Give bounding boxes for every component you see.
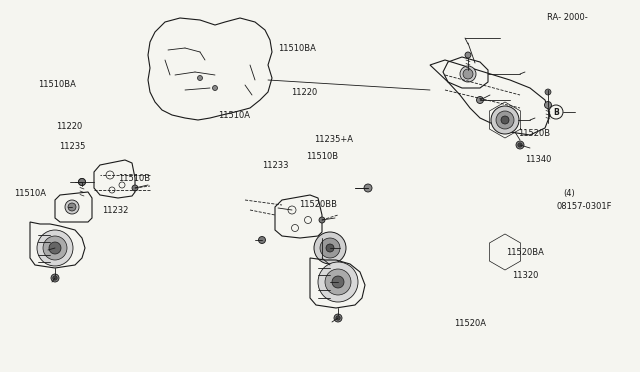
- Circle shape: [545, 102, 552, 109]
- Circle shape: [496, 111, 514, 129]
- Circle shape: [320, 238, 340, 258]
- Circle shape: [463, 69, 473, 79]
- Circle shape: [516, 141, 524, 149]
- Circle shape: [332, 276, 344, 288]
- Text: B: B: [553, 108, 559, 116]
- Text: 11520B: 11520B: [518, 129, 550, 138]
- Text: 11235+A: 11235+A: [314, 135, 353, 144]
- Text: 11510B: 11510B: [306, 152, 338, 161]
- Circle shape: [319, 217, 325, 223]
- Text: 11510BA: 11510BA: [278, 44, 316, 53]
- Circle shape: [491, 106, 519, 134]
- Text: 11233: 11233: [262, 161, 289, 170]
- Circle shape: [334, 314, 342, 322]
- Circle shape: [325, 269, 351, 295]
- Text: 11510B: 11510B: [118, 174, 150, 183]
- Text: 11510A: 11510A: [218, 111, 250, 120]
- Circle shape: [37, 230, 73, 266]
- Circle shape: [318, 262, 358, 302]
- Text: 11220: 11220: [56, 122, 83, 131]
- Circle shape: [460, 66, 476, 82]
- Circle shape: [43, 236, 67, 260]
- Text: 11235: 11235: [59, 142, 85, 151]
- Circle shape: [52, 276, 57, 280]
- Circle shape: [364, 184, 372, 192]
- Circle shape: [259, 237, 266, 244]
- Text: 11520BB: 11520BB: [300, 200, 337, 209]
- Circle shape: [198, 76, 202, 80]
- Text: 11520A: 11520A: [454, 319, 486, 328]
- Circle shape: [132, 185, 138, 191]
- Circle shape: [51, 274, 59, 282]
- Circle shape: [314, 232, 346, 264]
- Circle shape: [49, 242, 61, 254]
- Circle shape: [336, 316, 340, 320]
- Circle shape: [68, 203, 76, 211]
- Circle shape: [477, 96, 483, 103]
- Circle shape: [326, 244, 334, 252]
- Text: 08157-0301F: 08157-0301F: [557, 202, 612, 211]
- Circle shape: [545, 89, 551, 95]
- Circle shape: [79, 179, 86, 186]
- Text: 11340: 11340: [525, 155, 551, 164]
- Text: (4): (4): [563, 189, 575, 198]
- Circle shape: [65, 200, 79, 214]
- Text: 11510BA: 11510BA: [38, 80, 76, 89]
- Text: 11232: 11232: [102, 206, 129, 215]
- Text: RA- 2000-: RA- 2000-: [547, 13, 588, 22]
- Circle shape: [465, 52, 471, 58]
- Text: 11520BA: 11520BA: [506, 248, 543, 257]
- Text: 11320: 11320: [512, 271, 538, 280]
- Circle shape: [518, 143, 522, 147]
- Circle shape: [79, 179, 86, 186]
- Text: 11220: 11220: [291, 88, 317, 97]
- Circle shape: [212, 86, 218, 90]
- Circle shape: [501, 116, 509, 124]
- Text: 11510A: 11510A: [14, 189, 46, 198]
